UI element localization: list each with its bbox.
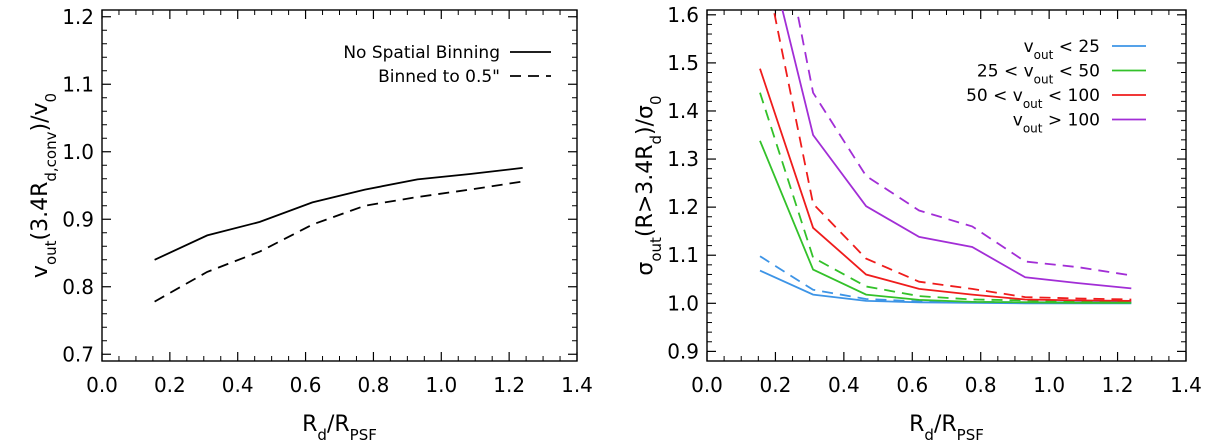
y-tick-label: 0.9 [62,207,94,231]
series-group [154,167,523,303]
y-axis-label: vout(3.4Rd,conv)/v0 [28,93,60,278]
x-tick-label: 0.2 [760,373,792,397]
x-tick-label: 1.2 [493,373,525,397]
legend-label: 50 < vout < 100 [966,86,1100,111]
y-tick-label: 1.0 [62,140,94,164]
series-line-5 [772,10,1132,301]
x-tick-label: 0.4 [828,373,860,397]
x-tick-label: 1.2 [1102,373,1134,397]
y-tick-label: 1.2 [667,195,699,219]
y-tick-label: 0.7 [62,342,94,366]
x-tick-label: 0.4 [222,373,254,397]
y-tick-label: 1.2 [62,5,94,29]
y-tick-label: 1.6 [667,3,699,27]
y-tick-label: 1.4 [667,99,699,123]
y-tick-label: 1.1 [62,72,94,96]
x-tick-label: 0.6 [290,373,322,397]
x-tick-label: 1.0 [1033,373,1065,397]
plot-frame [101,9,578,362]
x-axis-label: Rd/RPSF [909,412,984,441]
x-tick-label: 1.4 [1170,373,1202,397]
x-tick-label: 1.4 [561,373,593,397]
legend-label: No Spatial Binning [343,43,500,63]
legend-label: vout > 100 [1013,111,1100,136]
series-line-3 [759,92,1132,303]
legend-label: 25 < vout < 50 [977,62,1100,87]
series-line-2 [759,140,1132,304]
series-line-0 [154,167,523,261]
series-line-7 [795,10,1132,277]
y-tick-label: 1.5 [667,51,699,75]
series-line-4 [759,68,1132,302]
y-tick-label: 1.3 [667,147,699,171]
chart-panel-right: 0.0 0.2 0.4 0.6 0.8 1.0 1.2 1.4 0.9 1.0 1.1 1.2 1.3 1… [633,3,1202,441]
x-tick-label: 0.8 [358,373,390,397]
y-tick-label: 0.9 [667,339,699,363]
legend-label: vout < 25 [1024,37,1100,62]
x-tick-label: 1.0 [425,373,457,397]
y-tick-label: 1.0 [667,291,699,315]
x-tick-label: 0.6 [896,373,928,397]
y-tick-label: 1.1 [667,243,699,267]
series-line-1 [154,180,523,303]
x-tick-label: 0.2 [154,373,186,397]
chart-panel-left: 0.0 0.2 0.4 0.6 0.8 1.0 1.2 1.4 0.7 0.8 0.9 1.0 1.1 1… [28,5,593,441]
x-tick-label: 0.8 [965,373,997,397]
x-tick-label: 0.0 [691,373,723,397]
y-tick-label: 0.8 [62,275,94,299]
x-axis-label: Rd/RPSF [302,412,377,441]
series-line-6 [781,10,1132,290]
series-group [759,10,1132,305]
x-tick-label: 0.0 [86,373,118,397]
y-axis-label: σout(R>3.4Rd)/σ0 [633,95,665,275]
legend-label: Binned to 0.5" [378,67,500,87]
